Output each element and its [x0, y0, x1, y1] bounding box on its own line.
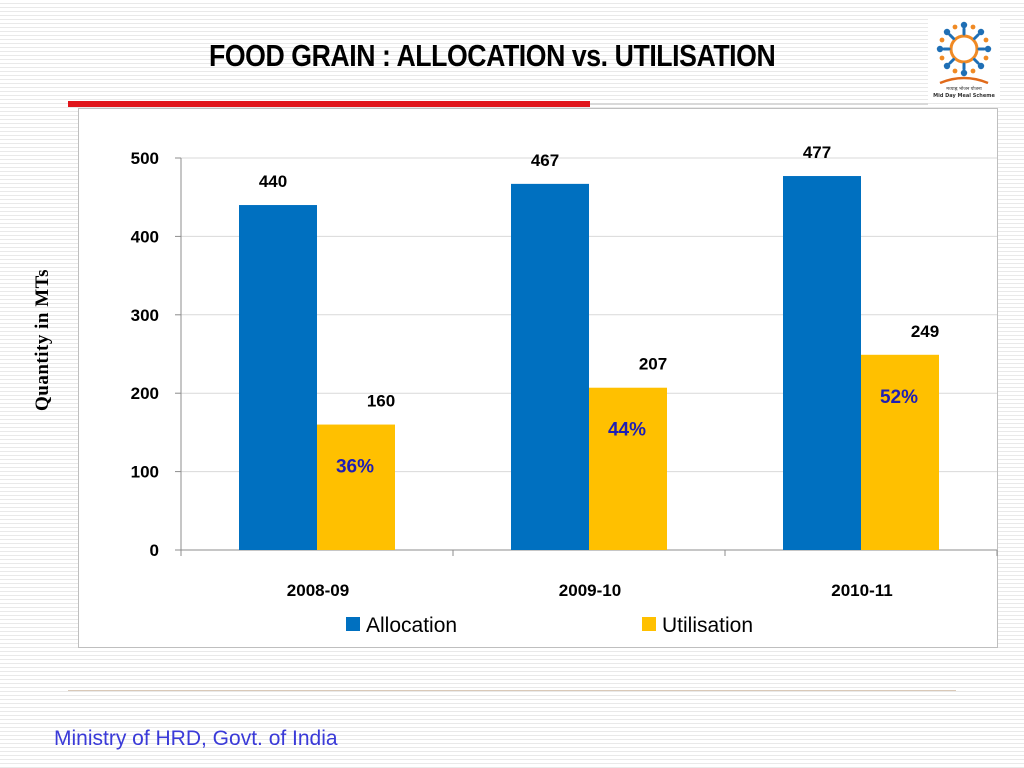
x-tick-label: 2008-09	[287, 581, 349, 600]
y-tick-label: 0	[150, 541, 159, 560]
y-axis-label-text: Quantity in MTs	[32, 269, 53, 411]
bar-utilisation	[589, 387, 667, 550]
y-tick-label: 300	[131, 306, 159, 325]
mid-day-meal-logo-icon: मध्याह्न भोजन योजना Mid Day Meal Scheme	[928, 17, 1000, 103]
logo-english-text: Mid Day Meal Scheme	[933, 93, 995, 99]
bar-chart: 0 100 200 300 400 500 440 160 36% 2008-09 467 207 44…	[131, 143, 998, 637]
data-label-allocation: 477	[803, 143, 831, 162]
y-tick-label: 200	[131, 384, 159, 403]
bar-allocation	[239, 205, 317, 550]
logo-hindi-text: मध्याह्न भोजन योजना	[946, 85, 982, 92]
slide-title: FOOD GRAIN : ALLOCATION vs. UTILISATION	[209, 38, 776, 73]
bar-allocation	[511, 183, 589, 550]
bar-utilisation	[861, 354, 939, 550]
y-tick-label: 400	[131, 227, 159, 246]
x-tick-label: 2009-10	[559, 581, 621, 600]
utilisation-percent-label: 36%	[336, 457, 374, 478]
x-tick-label: 2010-11	[831, 581, 892, 600]
data-label-utilisation: 207	[639, 355, 667, 374]
mid-day-meal-scheme-logo: मध्याह्न भोजन योजना Mid Day Meal Scheme	[928, 17, 1000, 103]
legend-swatch-allocation	[346, 617, 360, 631]
utilisation-percent-label: 52%	[880, 387, 918, 408]
utilisation-percent-label: 44%	[608, 420, 646, 441]
data-label-utilisation: 249	[911, 322, 939, 341]
legend-label-utilisation: Utilisation	[662, 614, 753, 637]
footer-divider	[68, 690, 956, 691]
title-underline-grey	[590, 103, 928, 105]
bar-allocation	[783, 176, 861, 551]
title-underline-red	[68, 101, 590, 107]
y-tick-label: 500	[131, 149, 159, 168]
data-label-allocation: 467	[531, 151, 559, 170]
data-label-allocation: 440	[259, 172, 287, 191]
legend-swatch-utilisation	[642, 617, 656, 631]
bar-utilisation	[317, 424, 395, 550]
chart-frame: 0 100 200 300 400 500 440 160 36% 2008-09 467 207 44…	[78, 108, 998, 648]
legend-label-allocation: Allocation	[366, 614, 457, 637]
footer-text: Ministry of HRD, Govt. of India	[54, 727, 338, 750]
y-tick-label: 100	[131, 463, 159, 482]
data-label-utilisation: 160	[367, 392, 395, 411]
